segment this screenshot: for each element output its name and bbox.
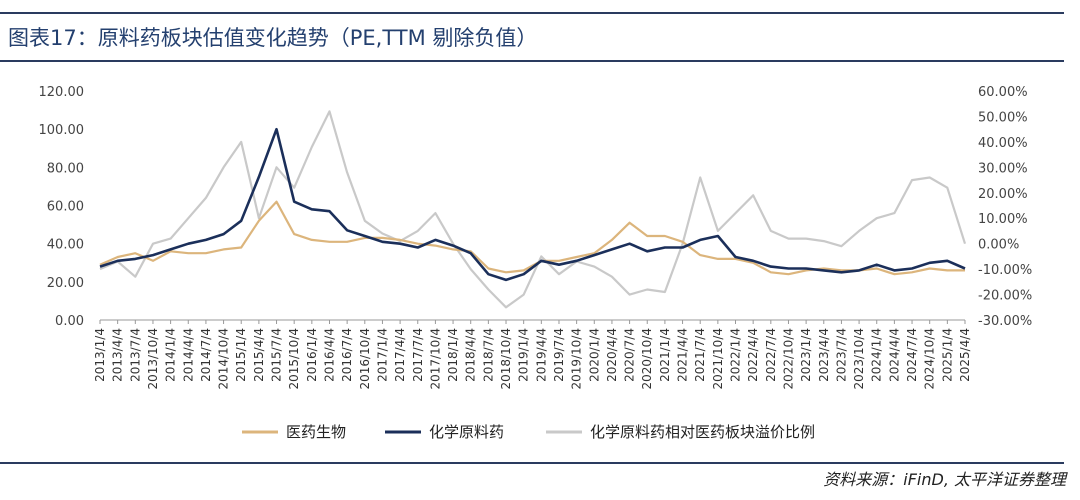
left-tick-label: 60.00 — [47, 200, 84, 215]
x-tick-label: 2016/1/4 — [305, 328, 319, 382]
x-tick-label: 2015/10/4 — [287, 328, 301, 390]
x-tick-label: 2016/4/4 — [322, 328, 336, 382]
right-tick-label: 40.00% — [978, 136, 1028, 151]
x-tick-label: 2015/7/4 — [270, 328, 284, 382]
x-tick-label: 2013/7/4 — [128, 328, 142, 382]
right-tick-label: -10.00% — [978, 263, 1032, 278]
x-tick-label: 2014/10/4 — [217, 328, 231, 390]
right-tick-label: -30.00% — [978, 314, 1032, 329]
x-tick-label: 2013/1/4 — [93, 328, 107, 382]
x-tick-label: 2018/10/4 — [499, 328, 513, 390]
left-y-axis: 0.00 20.00 40.00 60.00 80.00 100.00 120.00 — [39, 85, 85, 329]
x-tick-label: 2020/7/4 — [623, 328, 637, 382]
x-tick-label: 2019/10/4 — [570, 328, 584, 390]
x-tick-label: 2020/1/4 — [587, 328, 601, 382]
x-tick-label: 2023/1/4 — [799, 328, 813, 382]
x-tick-label: 2014/1/4 — [164, 328, 178, 382]
x-tick-label: 2021/10/4 — [711, 328, 725, 390]
series-line-2 — [99, 110, 967, 309]
x-tick-label: 2022/10/4 — [781, 328, 795, 390]
legend-label: 医药生物 — [286, 423, 346, 441]
x-tick-label: 2020/4/4 — [605, 328, 619, 382]
x-tick-label: 2024/7/4 — [905, 328, 919, 382]
x-tick-label: 2018/4/4 — [464, 328, 478, 382]
right-tick-label: 0.00% — [978, 238, 1019, 253]
x-tick-label: 2021/1/4 — [658, 328, 672, 382]
x-axis: 2013/1/4 2013/4/4 2013/7/4 2013/10/4 2014/1/… — [93, 320, 972, 390]
x-tick-label: 2013/4/4 — [111, 328, 125, 382]
right-tick-label: 60.00% — [978, 85, 1028, 100]
x-tick-label: 2023/10/4 — [852, 328, 866, 390]
right-tick-label: 10.00% — [978, 212, 1028, 227]
right-tick-label: 30.00% — [978, 161, 1028, 176]
right-tick-label: 20.00% — [978, 187, 1028, 202]
x-tick-label: 2023/4/4 — [817, 328, 831, 382]
bottom-rule — [0, 462, 1064, 464]
x-tick-label: 2014/7/4 — [199, 328, 213, 382]
x-tick-label: 2022/1/4 — [729, 328, 743, 382]
x-tick-label: 2023/7/4 — [834, 328, 848, 382]
x-tick-label: 2020/10/4 — [640, 328, 654, 390]
left-tick-label: 0.00 — [55, 314, 84, 329]
x-tick-label: 2015/4/4 — [252, 328, 266, 382]
x-tick-label: 2024/4/4 — [887, 328, 901, 382]
x-tick-label: 2016/10/4 — [358, 328, 372, 390]
right-tick-label: -20.00% — [978, 289, 1032, 304]
chart-title: 图表17：原料药板块估值变化趋势（PE,TTM 剔除负值） — [8, 26, 538, 50]
x-tick-label: 2017/7/4 — [411, 328, 425, 382]
series-line-0 — [99, 200, 965, 276]
x-tick-label: 2019/1/4 — [517, 328, 531, 382]
x-tick-label: 2013/10/4 — [146, 328, 160, 390]
left-tick-label: 80.00 — [47, 161, 84, 176]
x-tick-label: 2017/10/4 — [428, 328, 442, 390]
left-tick-label: 40.00 — [47, 238, 84, 253]
legend: 医药生物 化学原料药 化学原料药相对医药板块溢价比例 — [242, 423, 815, 441]
right-y-axis: -30.00% -20.00% -10.00% 0.00% 10.00% 20.00% 30… — [978, 85, 1032, 329]
legend-label: 化学原料药 — [429, 423, 504, 441]
legend-label: 化学原料药相对医药板块溢价比例 — [590, 423, 815, 441]
source-note: 资料来源：iFinD, 太平洋证券整理 — [823, 470, 1066, 489]
x-tick-label: 2021/4/4 — [676, 328, 690, 382]
x-tick-label: 2022/4/4 — [746, 328, 760, 382]
title-bar: 图表17：原料药板块估值变化趋势（PE,TTM 剔除负值） — [0, 0, 1080, 64]
series-line-1 — [99, 127, 966, 282]
x-tick-label: 2021/7/4 — [693, 328, 707, 382]
x-tick-label: 2024/1/4 — [870, 328, 884, 382]
left-tick-label: 120.00 — [39, 85, 85, 100]
x-tick-label: 2017/1/4 — [375, 328, 389, 382]
left-tick-label: 20.00 — [47, 276, 84, 291]
x-tick-label: 2022/7/4 — [764, 328, 778, 382]
x-tick-label: 2025/1/4 — [940, 328, 954, 382]
x-tick-label: 2017/4/4 — [393, 328, 407, 382]
x-tick-label: 2025/4/4 — [958, 328, 972, 382]
left-tick-label: 100.00 — [39, 123, 85, 138]
x-tick-label: 2016/7/4 — [340, 328, 354, 382]
x-tick-label: 2024/10/4 — [923, 328, 937, 390]
x-tick-label: 2018/7/4 — [481, 328, 495, 382]
right-tick-label: 50.00% — [978, 110, 1028, 125]
x-tick-label: 2014/4/4 — [181, 328, 195, 382]
title-bottom-rule — [0, 60, 1064, 62]
x-tick-label: 2019/7/4 — [552, 328, 566, 382]
x-tick-label: 2018/1/4 — [446, 328, 460, 382]
series-lines — [99, 110, 967, 309]
title-top-rule — [0, 12, 1064, 14]
x-tick-label: 2015/1/4 — [234, 328, 248, 382]
x-tick-label: 2019/4/4 — [534, 328, 548, 382]
